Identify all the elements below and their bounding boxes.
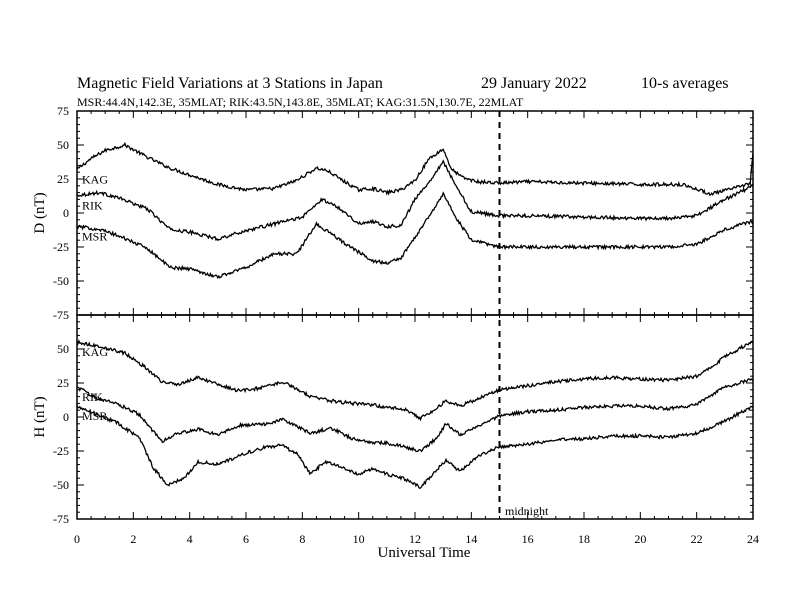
series-line-rik (76, 159, 754, 242)
x-tick-label: 12 (409, 532, 421, 546)
y-tick-label: -25 (53, 240, 69, 254)
series-line-msr (76, 191, 754, 280)
x-tick-label: 10 (353, 532, 365, 546)
x-tick-label: 14 (465, 532, 477, 546)
y-tick-label: 75 (57, 104, 69, 118)
x-tick-label: 2 (130, 532, 136, 546)
y-tick-label: 50 (57, 138, 69, 152)
x-axis-ticks: 0 2 4 6 8 10 12 14 16 18 20 22 24 (74, 532, 759, 546)
series-line-msr (76, 405, 754, 490)
series-label-rik: RIK (82, 198, 103, 212)
d-axis-title: D (nT) (32, 192, 48, 233)
x-tick-label: 24 (747, 532, 759, 546)
y-tick-label: -25 (53, 444, 69, 458)
x-tick-label: 22 (691, 532, 703, 546)
y-tick-label: 0 (63, 410, 69, 424)
y-tick-label: 25 (57, 172, 69, 186)
y-tick-label: -75 (53, 308, 69, 322)
chart-averaging: 10-s averages (641, 75, 729, 92)
panel-frame (76, 110, 754, 316)
x-tick-label: 18 (578, 532, 590, 546)
y-tick-label: 25 (57, 376, 69, 390)
chart-title: Magnetic Field Variations at 3 Stations … (77, 75, 383, 92)
series-line-kag (76, 141, 754, 196)
station-info: MSR:44.4N,142.3E, 35MLAT; RIK:43.5N,143.… (77, 95, 524, 109)
series-label-msr: MSR (82, 230, 107, 244)
y-tick-label: 0 (63, 206, 69, 220)
series-label-msr: MSR (82, 409, 107, 423)
panel-h: -75 -50 -25 0 25 50 KAG RIK MSR (53, 314, 754, 526)
series-line-kag (76, 339, 754, 422)
x-tick-label: 4 (187, 532, 193, 546)
midnight-label: midnight (505, 504, 549, 518)
series-label-kag: KAG (82, 172, 108, 186)
x-tick-label: 6 (243, 532, 249, 546)
series-line-rik (76, 377, 754, 453)
y-tick-label: 50 (57, 342, 69, 356)
series-label-rik: RIK (82, 390, 103, 404)
series-label-kag: KAG (82, 345, 108, 359)
x-axis-title: Universal Time (378, 545, 471, 561)
x-tick-label: 16 (522, 532, 534, 546)
y-tick-label: -75 (53, 512, 69, 526)
y-tick-label: -50 (53, 478, 69, 492)
y-tick-label: -50 (53, 274, 69, 288)
h-axis-title: H (nT) (32, 396, 48, 437)
x-tick-label: 20 (634, 532, 646, 546)
panel-d: -75 -50 -25 0 25 50 75 KAG RIK MSR (53, 104, 754, 322)
x-tick-label: 0 (74, 532, 80, 546)
x-tick-label: 8 (299, 532, 305, 546)
chart-date: 29 January 2022 (481, 75, 587, 92)
